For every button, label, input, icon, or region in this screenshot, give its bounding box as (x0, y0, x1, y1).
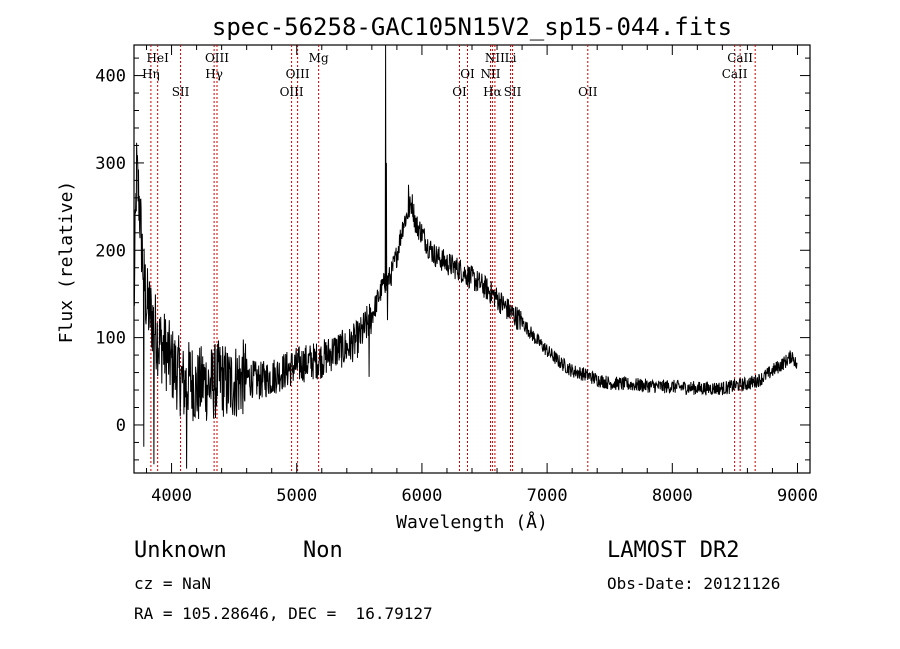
object-class: Unknown (134, 538, 227, 563)
chart-title: spec-56258-GAC105N15V2_sp15-044.fits (212, 13, 732, 41)
x-axis-ticks: 4000 5000 6000 7000 8000 9000 (146, 45, 818, 506)
spectrum-line (133, 44, 798, 469)
x-tick-label: 8000 (652, 486, 693, 506)
emission-line-labels: HeI Hη SII OIII Hγ OIII OIII Mg OI OI NII NII Hα Li SI… (142, 51, 753, 99)
plot-frame (133, 44, 811, 474)
x-tick-label: 5000 (276, 486, 317, 506)
survey-name: LAMOST DR2 (607, 538, 740, 563)
line-label: Hγ (205, 67, 223, 81)
line-label: NII (481, 67, 501, 81)
y-axis-label: Flux (relative) (56, 181, 77, 344)
line-label: SII (172, 85, 190, 99)
x-tick-label: 4000 (151, 486, 192, 506)
emission-line-markers (150, 45, 756, 473)
redshift-cz: cz = NaN (134, 574, 212, 593)
y-tick-label: 100 (95, 329, 126, 349)
line-label: Mg (309, 51, 329, 65)
line-label: SII (504, 85, 522, 99)
x-tick-label: 7000 (527, 486, 568, 506)
line-label: CaII (722, 67, 748, 81)
observation-date: Obs-Date: 20121126 (607, 574, 781, 593)
line-label: OI (460, 67, 475, 81)
y-tick-label: 0 (116, 416, 126, 436)
line-label: OIII (286, 67, 310, 81)
line-label: CaII (727, 51, 753, 65)
line-label: OII (578, 85, 598, 99)
y-axis-ticks: 0 100 200 300 400 (95, 57, 810, 461)
object-subclass: Non (303, 538, 343, 563)
x-tick-label: 6000 (401, 486, 442, 506)
x-axis-label: Wavelength (Å) (396, 511, 548, 533)
spectrum-series (133, 44, 798, 469)
line-label: Hη (142, 67, 160, 81)
y-tick-label: 300 (95, 154, 126, 174)
coordinates: RA = 105.28646, DEC = 16.79127 (134, 604, 433, 623)
line-label: Hα (483, 85, 502, 99)
y-tick-label: 400 (95, 67, 126, 87)
line-label: OIII (205, 51, 229, 65)
y-tick-label: 200 (95, 241, 126, 261)
x-tick-label: 9000 (777, 486, 818, 506)
line-label: NII (485, 51, 505, 65)
line-label: Li (505, 51, 517, 65)
line-label: OIII (280, 85, 304, 99)
line-label: HeI (147, 51, 170, 65)
line-label: OI (452, 85, 467, 99)
